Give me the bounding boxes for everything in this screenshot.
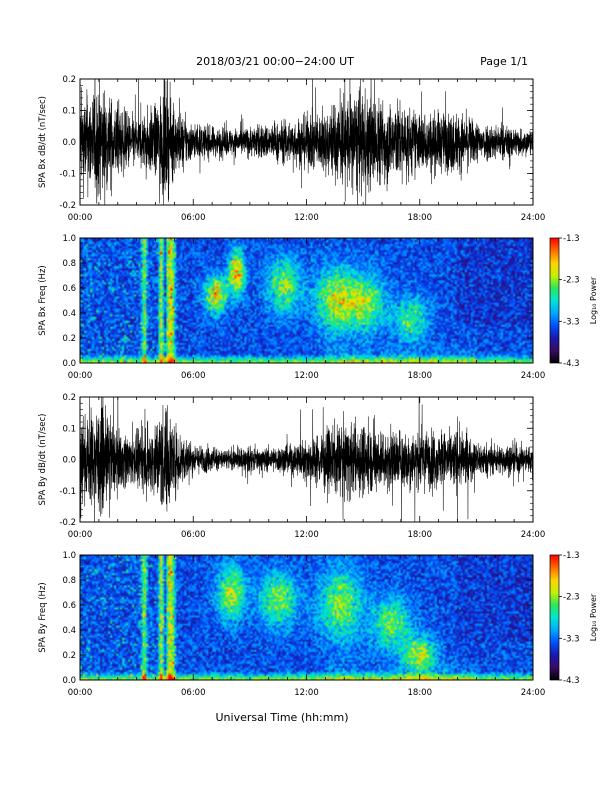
x-tick-label: 06:00 <box>181 688 206 698</box>
colorbar-tick-label: -2.3 <box>563 276 580 286</box>
spectrogram-raster-1 <box>80 238 533 363</box>
spectrogram-raster-3 <box>80 555 533 680</box>
y-axis-label: SPA Bx Freq (Hz) <box>38 265 48 335</box>
waveform-trace-2 <box>80 397 533 522</box>
colorbar-tick-label: -4.3 <box>563 359 580 369</box>
y-tick-label: -0.2 <box>59 518 76 528</box>
y-tick-label: 0.1 <box>62 424 76 434</box>
colorbar-tick-label: -1.3 <box>563 234 580 244</box>
y-tick-label: -0.2 <box>59 201 76 211</box>
x-tick-label: 00:00 <box>68 530 93 540</box>
colorbar-tick-label: -3.3 <box>563 317 580 327</box>
y-tick-label: 0.2 <box>62 334 76 344</box>
y-tick-label: 0.4 <box>62 626 76 636</box>
panel-3: 00:00 06:00 12:00 18:00 24:00 -0.2 -0.1 0.0 0.1 0… <box>38 393 546 540</box>
panel-4: 00:00 06:00 12:00 18:00 24:00 0.0 0.2 0.4 0.6 0.8… <box>38 551 598 698</box>
colorbar-3 <box>549 554 560 681</box>
y-tick-label: 1.0 <box>62 234 76 244</box>
x-tick-label: 18:00 <box>408 530 433 540</box>
y-tick-label: 0.8 <box>62 259 76 269</box>
y-axis-label: SPA Bx dB/dt (nT/sec) <box>38 96 48 188</box>
y-tick-label: 0.0 <box>62 456 76 466</box>
x-tick-label: 06:00 <box>181 530 206 540</box>
x-tick-label: 12:00 <box>294 213 319 223</box>
x-tick-label: 06:00 <box>181 213 206 223</box>
x-tick-label: 24:00 <box>521 530 546 540</box>
y-tick-label: 0.6 <box>62 284 76 294</box>
y-tick-label: 0.0 <box>62 676 76 686</box>
x-tick-label: 18:00 <box>408 688 433 698</box>
y-tick-label: 0.4 <box>62 309 76 319</box>
y-tick-label: 0.8 <box>62 576 76 586</box>
colorbar-label: Log₁₀ Power <box>589 593 598 641</box>
panel-2: 00:00 06:00 12:00 18:00 24:00 0.0 0.2 0.4 0.6 0.8… <box>38 234 598 381</box>
x-tick-label: 12:00 <box>294 530 319 540</box>
y-axis-label: SPA By Freq (Hz) <box>38 582 48 652</box>
x-tick-label: 00:00 <box>68 213 93 223</box>
x-tick-label: 12:00 <box>294 371 319 381</box>
x-tick-label: 18:00 <box>408 371 433 381</box>
y-tick-label: 0.2 <box>62 75 76 85</box>
colorbar-1 <box>549 237 560 364</box>
page-title: 2018/03/21 00:00−24:00 UT <box>196 55 354 68</box>
colorbar-tick-label: -2.3 <box>563 593 580 603</box>
y-tick-label: 0.0 <box>62 359 76 369</box>
panels-group: 00:00 06:00 12:00 18:00 24:00 -0.2 -0.1 0.0 0.1 0… <box>38 75 598 698</box>
y-tick-label: 0.1 <box>62 107 76 117</box>
y-tick-label: -0.1 <box>59 170 76 180</box>
page-number: Page 1/1 <box>480 55 528 68</box>
y-tick-label: 1.0 <box>62 551 76 561</box>
y-tick-label: 0.0 <box>62 138 76 148</box>
y-tick-label: -0.1 <box>59 487 76 497</box>
y-tick-label: 0.2 <box>62 393 76 403</box>
x-tick-label: 06:00 <box>181 371 206 381</box>
colorbar-tick-label: -4.3 <box>563 676 580 686</box>
y-tick-label: 0.2 <box>62 651 76 661</box>
waveform-trace-0 <box>80 79 533 205</box>
colorbar-tick-label: -3.3 <box>563 634 580 644</box>
x-tick-label: 00:00 <box>68 371 93 381</box>
x-tick-label: 24:00 <box>521 688 546 698</box>
x-axis-label: Universal Time (hh:mm) <box>216 711 349 724</box>
y-tick-label: 0.6 <box>62 601 76 611</box>
x-tick-label: 24:00 <box>521 213 546 223</box>
x-tick-label: 00:00 <box>68 688 93 698</box>
colorbar-tick-label: -1.3 <box>563 551 580 561</box>
x-tick-label: 18:00 <box>408 213 433 223</box>
x-tick-label: 12:00 <box>294 688 319 698</box>
x-tick-label: 24:00 <box>521 371 546 381</box>
panel-1: 00:00 06:00 12:00 18:00 24:00 -0.2 -0.1 0.0 0.1 0… <box>38 75 546 223</box>
colorbar-label: Log₁₀ Power <box>589 276 598 324</box>
y-axis-label: SPA By dB/dt (nT/sec) <box>38 414 48 506</box>
